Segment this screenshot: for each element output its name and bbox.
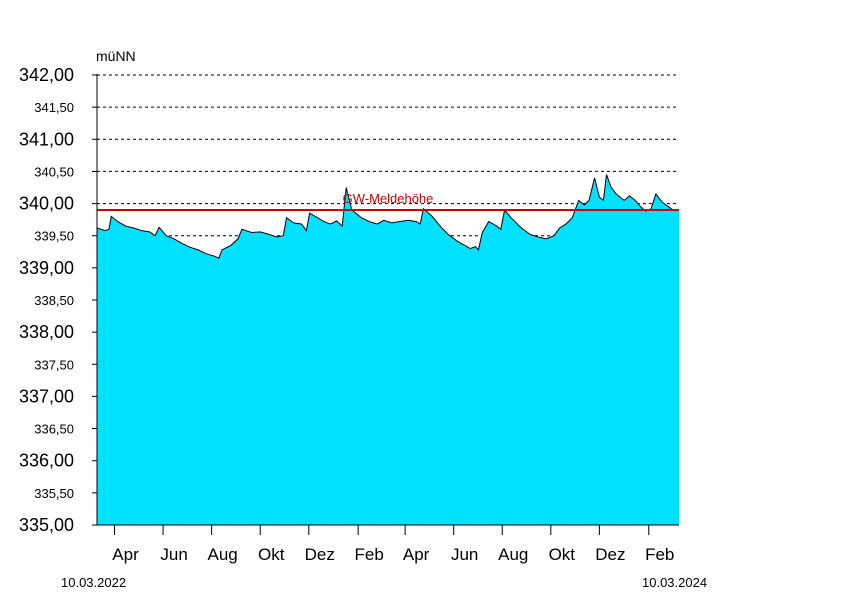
y-tick-label: 337,00 [19,386,74,406]
x-tick-label: Okt [258,545,285,564]
end-date-label: 10.03.2024 [642,575,707,590]
y-tick-label: 337,50 [34,357,74,372]
y-tick-label: 338,00 [19,322,74,342]
x-tick-label: Aug [208,545,238,564]
y-tick-label: 341,50 [34,100,74,115]
start-date-label: 10.03.2022 [61,575,126,590]
x-tick-label: Apr [112,545,139,564]
y-tick-label: 339,50 [34,229,74,244]
reference-line-label: GW-Meldehöhe [343,191,434,206]
x-tick-label: Jun [451,545,478,564]
y-tick-label: 336,00 [19,451,74,471]
x-tick-label: Okt [549,545,576,564]
y-tick-label: 335,50 [34,486,74,501]
axes [96,74,679,526]
x-tick-label: Jun [160,545,187,564]
y-tick-label: 339,00 [19,258,74,278]
y-tick-label: 336,50 [34,422,74,437]
x-tick-label: Dez [595,545,625,564]
x-tick-label: Aug [498,545,528,564]
y-axis-labels: 342,00 341,50 341,00 340,50 340,00 339,50 339,… [19,65,74,535]
water-level-area [97,174,679,525]
x-tick-label: Dez [305,545,335,564]
x-tick-label: Apr [403,545,430,564]
water-level-line [96,174,679,259]
x-axis-ticks: Apr Jun Aug Okt Dez Feb Apr Jun Aug Okt Dez Feb [112,525,674,564]
x-tick-label: Feb [645,545,674,564]
y-tick-label: 335,00 [19,515,74,535]
y-tick-label: 342,00 [19,65,74,85]
x-tick-label: Feb [354,545,383,564]
y-tick-label: 338,50 [34,293,74,308]
y-tick-label: 340,50 [34,164,74,179]
y-tick-label: 340,00 [19,194,74,214]
y-tick-label: 341,00 [19,129,74,149]
unit-label: müNN [96,48,136,64]
